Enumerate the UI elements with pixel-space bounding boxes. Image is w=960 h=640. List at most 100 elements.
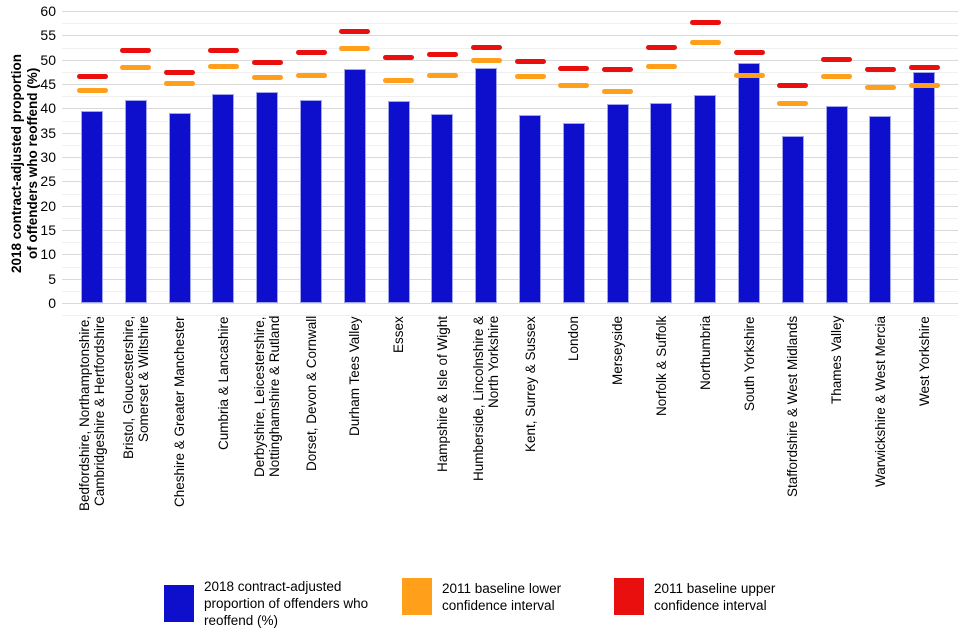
upper-ci-dash [76,73,108,79]
x-axis-label-container: Humberside, Lincolnshire & North Yorkshi… [464,316,508,559]
legend-swatch-2018-proportion [164,585,194,622]
x-axis-label-container: Hampshire & Isle of Wight [420,316,464,559]
upper-ci-dash [777,83,809,88]
lower-ci-dash [645,63,677,69]
lower-ci-dash [470,58,502,64]
upper-ci-dash [558,65,590,71]
x-axis-label-container: Cheshire & Greater Manchester [158,316,202,559]
x-axis-label-container: Northumbria [683,316,727,559]
gridline-major [62,59,958,61]
lower-ci-dash [777,100,809,106]
gridline-major [62,108,958,110]
upper-ci-dash [426,51,458,57]
x-axis-label: Hampshire & Isle of Wight [434,316,450,473]
upper-ci-dash [733,50,765,56]
lower-ci-dash [207,63,239,69]
x-axis-label: Dorset, Devon & Cornwall [303,316,319,472]
x-axis-label-container: Bedfordshire, Northamptonshire, Cambridg… [70,316,114,559]
bar [606,104,629,303]
gridline-minor [62,96,958,98]
gridline-major [62,230,958,231]
y-tick-label: 20 [40,197,56,214]
x-axis-label: Bristol, Gloucestershire, Somerset & Wil… [120,316,151,460]
x-axis-label: Merseyside [610,316,626,386]
bar [212,94,235,303]
lower-ci-dash [383,78,415,84]
y-tick-label: 15 [40,222,56,238]
y-tick-label: 55 [40,27,56,44]
gridline-minor [62,193,958,195]
legend: 2018 contract-adjusted proportion of off… [0,578,960,629]
x-axis-label-container: Bristol, Gloucestershire, Somerset & Wil… [114,316,158,559]
upper-ci-dash [120,47,152,53]
bar [431,113,454,303]
bar [781,136,804,303]
gridline-major [62,278,958,280]
gridline-major [62,35,958,37]
x-axis-label-container: South Yorkshire [727,316,771,559]
gridline-minor [62,71,958,73]
gridline-major [62,303,958,304]
gridline-minor [62,47,958,49]
legend-item-2018-proportion: 2018 contract-adjusted proportion of off… [164,578,372,629]
gridline-minor [62,290,958,292]
upper-ci-dash [689,20,721,26]
lower-ci-dash [514,74,546,80]
upper-ci-dash [251,60,283,66]
legend-label-2018-proportion: 2018 contract-adjusted proportion of off… [204,579,369,628]
bar [738,62,760,303]
x-axis-label-container: Durham Tees Valley [333,316,377,559]
x-axis-label: Essex [391,316,407,353]
legend-label-upper-ci: 2011 baseline upper confidence interval [654,580,776,613]
gridline-minor [62,217,958,219]
y-tick-label: 25 [40,173,56,190]
bar [343,68,366,303]
bar [475,67,498,303]
lower-ci-dash [120,64,152,70]
gridline-minor [62,120,958,122]
legend-item-upper-ci: 2011 baseline upper confidence interval [614,578,796,615]
legend-label-lower-ci: 2011 baseline lower confidence interval [442,580,562,613]
bar [256,91,279,303]
x-axis-label: South Yorkshire [741,316,757,411]
gridline-minor [62,144,958,146]
x-axis-label-container: Merseyside [596,316,640,559]
lower-ci-dash [339,46,371,51]
gridline-minor [62,266,958,268]
x-axis-label-container: Essex [377,316,421,559]
upper-ci-dash [602,66,634,72]
upper-ci-dash [383,54,415,60]
legend-item-lower-ci: 2011 baseline lower confidence interval [402,578,584,615]
lower-ci-dash [76,87,108,93]
y-tick-label: 10 [40,246,56,263]
lower-ci-dash [689,40,721,46]
x-axis-label: Humberside, Lincolnshire & North Yorkshi… [471,316,502,482]
lower-ci-dash [821,73,853,79]
bar [825,106,848,303]
x-axis-label: Norfolk & Suffolk [653,316,669,417]
x-axis-label-container: London [552,316,596,559]
lower-ci-dash [908,83,940,89]
y-tick-label: 5 [48,270,56,287]
x-axis-label: West Yorkshire [916,316,932,406]
x-axis-label-container: Staffordshire & West Midlands [771,316,815,559]
bar [869,115,892,303]
upper-ci-dash [470,44,502,50]
upper-ci-dash [821,56,853,62]
gridline-minor [62,315,958,317]
x-axis-label: Cumbria & Lancashire [215,316,231,450]
y-tick-label: 40 [40,100,56,117]
gridline-major [62,11,958,12]
lower-ci-dash [733,73,765,79]
x-axis-label-container: West Yorkshire [902,316,946,559]
y-tick-label: 35 [40,124,56,141]
bar [694,95,717,303]
gridline-major [62,254,958,256]
x-axis-label-container: Warwickshire & West Mercia [858,316,902,559]
upper-ci-dash [514,58,546,64]
legend-swatch-upper-ci [614,578,644,615]
upper-ci-dash [864,67,896,73]
bar [387,100,410,303]
y-tick-label: 0 [48,295,56,311]
upper-ci-dash [164,70,196,76]
